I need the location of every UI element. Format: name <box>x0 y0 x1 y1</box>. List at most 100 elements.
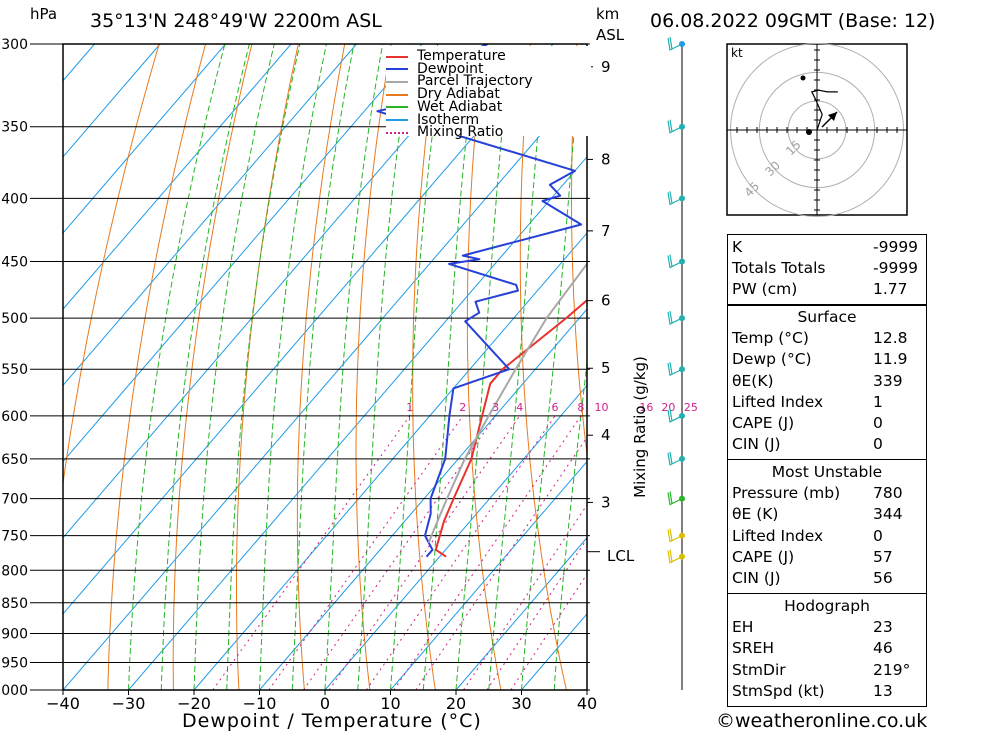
pressure-tick-label: 450 <box>1 255 28 271</box>
isotherm-line <box>63 44 488 539</box>
km-tick-label: 3 <box>601 493 611 511</box>
pressure-tick-label: 900 <box>1 626 28 642</box>
mixing-ratio-tick-label: 25 <box>684 401 698 414</box>
index-value: 780 <box>873 484 903 503</box>
mixing-ratio-line <box>415 436 587 690</box>
index-block-general: K -9999 Totals Totals -9999 PW (cm) 1.77 <box>727 234 927 306</box>
pressure-tick-label: 1000 <box>0 683 28 699</box>
hodograph-top-dot <box>800 75 806 81</box>
km-tick-label: 4 <box>601 426 611 444</box>
wind-barb <box>667 254 683 269</box>
legend-item: Wet Adiabat <box>386 97 502 114</box>
wind-barb <box>667 451 683 466</box>
hpa-label: hPa <box>30 5 58 23</box>
index-value: -9999 <box>873 238 919 256</box>
wind-barb <box>667 119 683 134</box>
wet-adiabat-line <box>324 44 384 690</box>
wet-adiabat-line <box>488 44 547 690</box>
mixing-ratio-line <box>510 573 587 690</box>
index-label: PW (cm) <box>732 280 798 299</box>
isotherm-line <box>63 44 226 234</box>
wind-barb <box>667 549 683 564</box>
index-value: 23 <box>873 618 893 637</box>
pressure-tick-label: 850 <box>1 596 28 612</box>
index-value: 344 <box>873 505 903 524</box>
index-label: Dewp (°C) <box>732 350 812 369</box>
dry-adiabat-line <box>296 44 346 690</box>
mixing-ratio-tick-label: 20 <box>661 401 675 414</box>
legend-item: Temperature <box>386 46 506 63</box>
legend-label: Wet Adiabat <box>417 98 503 115</box>
legend-item: Dry Adiabat <box>386 84 500 101</box>
index-block-title: Most Unstable <box>771 463 883 481</box>
isotherm-line <box>63 44 161 158</box>
wet-adiabat-line <box>390 44 445 690</box>
pressure-tick-label: 300 <box>1 37 28 53</box>
pressure-tick-label: 750 <box>1 529 28 545</box>
km-tick-label: 8 <box>601 150 611 168</box>
isotherm-line <box>193 232 587 690</box>
pressure-tick-label: 350 <box>1 120 28 136</box>
index-value: 13 <box>873 681 893 700</box>
hodograph-trace <box>810 89 838 131</box>
x-tick-label: 30 <box>511 694 531 713</box>
km-tick-label: 9 <box>601 58 611 76</box>
legend-item: Dewpoint <box>386 59 484 76</box>
index-value: 0 <box>873 414 883 432</box>
index-label: CAPE (J) <box>732 414 795 432</box>
storm-motion-arrowhead <box>828 112 837 121</box>
mixing-ratio-line <box>463 504 587 690</box>
x-tick-label: 40 <box>577 694 597 713</box>
index-value: 11.9 <box>873 350 908 369</box>
pressure-tick-label: 650 <box>1 452 28 468</box>
mixing-ratio-tick-label: 1 <box>406 401 413 414</box>
legend-swatch <box>386 80 408 83</box>
isotherm-line <box>128 156 587 690</box>
index-label: θE(K) <box>732 371 774 390</box>
index-value: -9999 <box>873 259 919 278</box>
index-block-hodo: Hodograph EH 23 SREH 46 StmDir 219° StmSpd (kt)… <box>727 593 927 707</box>
x-tick-label: 0 <box>320 694 330 713</box>
x-tick-label: −30 <box>112 694 146 713</box>
isotherm-line <box>324 384 587 690</box>
legend-label: Parcel Trajectory <box>417 73 533 90</box>
index-label: θE (K) <box>732 505 779 524</box>
pressure-tick-label: 400 <box>1 191 28 207</box>
mixing-ratio-tick-label: 16 <box>639 401 653 414</box>
legend-item: Parcel Trajectory <box>386 71 533 88</box>
wet-adiabat-line <box>422 44 478 690</box>
index-label: Totals Totals <box>732 259 826 278</box>
legend-swatch <box>386 131 408 134</box>
wind-barb <box>667 310 683 325</box>
legend-swatch <box>386 55 408 58</box>
mixing-ratio-line <box>328 415 521 690</box>
series-line-parcel-trajectory <box>427 262 587 544</box>
index-label: CIN (J) <box>732 435 781 454</box>
x-tick-label: −10 <box>243 694 277 713</box>
km-tick-label: 5 <box>601 359 611 377</box>
legend-label: Dewpoint <box>417 60 484 77</box>
pressure-tick-label: 700 <box>1 492 28 508</box>
wet-adiabat-line <box>259 44 327 690</box>
index-block-title: Surface <box>797 308 857 326</box>
wet-adiabat-line <box>521 44 583 690</box>
index-label: Lifted Index <box>732 392 824 411</box>
pressure-tick-label: 600 <box>1 409 28 425</box>
dry-adiabat-line <box>995 44 1000 690</box>
index-value: 57 <box>873 547 893 566</box>
legend: Temperature Dewpoint Parcel Trajectory Dry … <box>386 46 591 139</box>
index-label: Temp (°C) <box>732 329 809 348</box>
index-value: 56 <box>873 569 893 587</box>
wind-barb <box>667 36 683 51</box>
wet-adiabat-line <box>128 44 226 690</box>
x-tick-label: 20 <box>446 694 466 713</box>
index-block-surface: Surface Temp (°C) 12.8 Dewp (°C) 11.9 θE(K) 33… <box>727 304 927 461</box>
isotherm-line <box>390 460 587 690</box>
x-axis-label: Dewpoint / Temperature (°C) <box>182 710 482 732</box>
mixing-ratio-line <box>365 415 556 690</box>
index-block-title: Hodograph <box>784 597 870 615</box>
index-value: 0 <box>873 526 883 545</box>
copyright: ©weatheronline.co.uk <box>716 710 928 732</box>
index-label: SREH <box>732 639 775 658</box>
x-tick-label: 10 <box>380 694 400 713</box>
